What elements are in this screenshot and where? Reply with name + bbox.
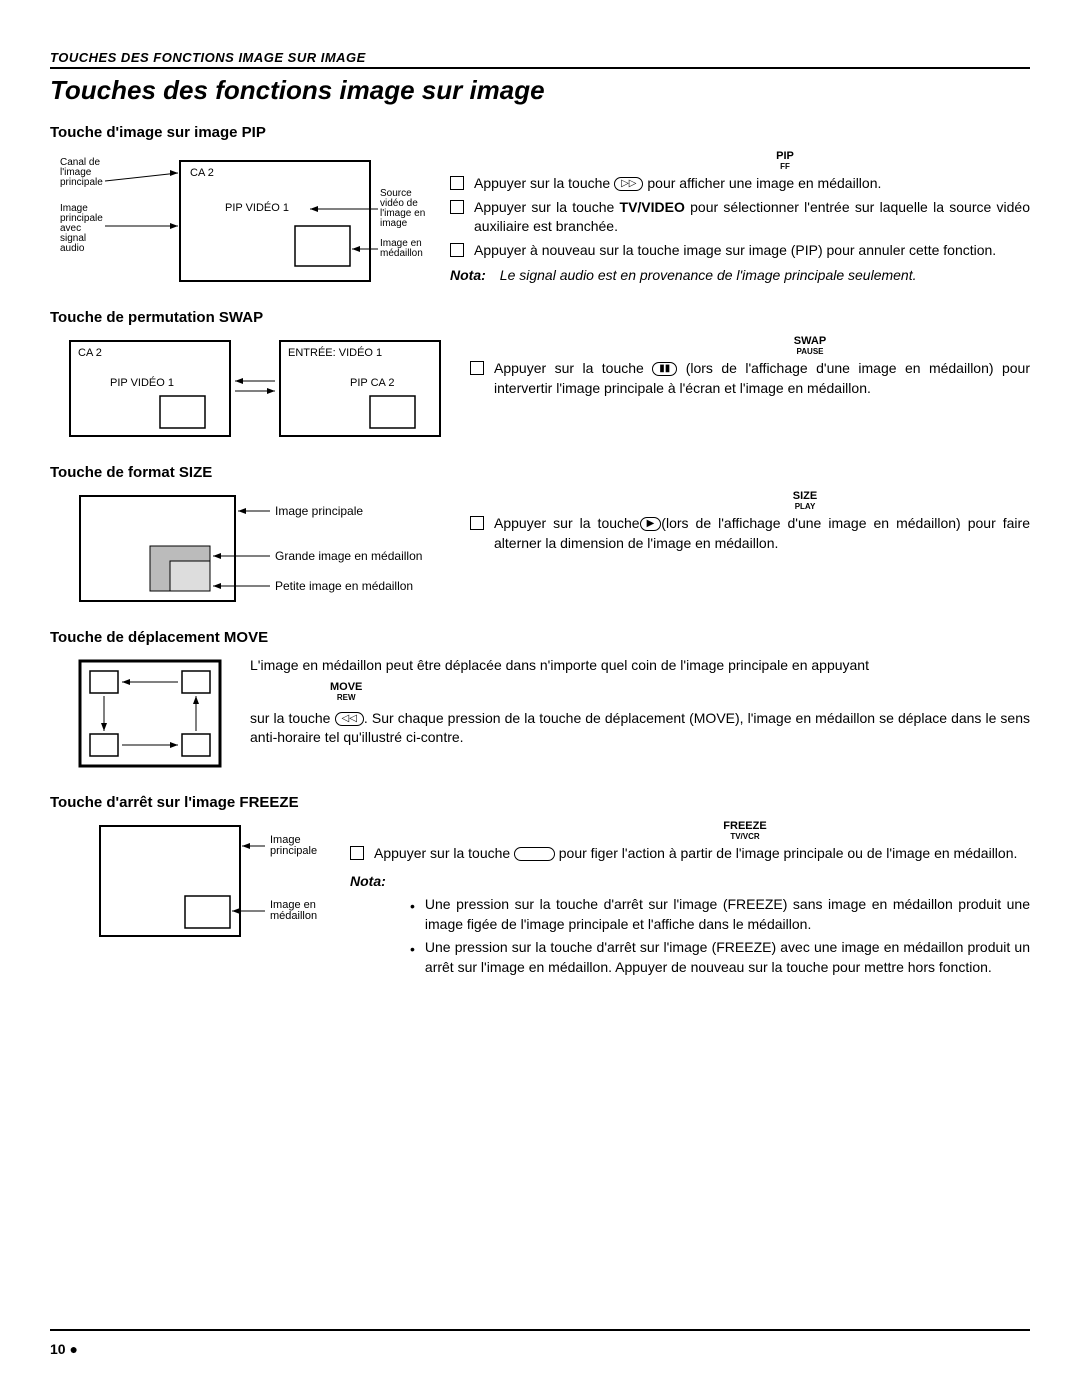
- checkbox-icon: [470, 361, 484, 375]
- rew-icon: ◁◁: [335, 712, 364, 726]
- svg-text:image: image: [380, 218, 408, 229]
- bullet-icon: •: [410, 940, 415, 977]
- pause-icon: ▮▮: [652, 362, 677, 376]
- page-number: 10 ●: [50, 1329, 1030, 1357]
- size-btn-sub: PLAY: [795, 502, 816, 511]
- page-header: TOUCHES DES FONCTIONS IMAGE SUR IMAGE: [50, 50, 1030, 69]
- svg-text:principale: principale: [270, 845, 317, 857]
- size-btn-label: SIZE: [793, 490, 817, 502]
- move-diagram: [50, 656, 230, 776]
- main-title: Touches des fonctions image sur image: [50, 75, 1030, 106]
- move-p1: L'image en médaillon peut être déplacée …: [250, 656, 1030, 676]
- pip-text-1: Appuyer sur la touche ▷▷ pour afficher u…: [474, 174, 881, 194]
- nota-label: Nota:: [450, 266, 486, 286]
- freeze-btn-sub: TV/VCR: [730, 832, 759, 841]
- pip-btn-sub: FF: [780, 162, 790, 171]
- svg-text:Image principale: Image principale: [275, 504, 363, 518]
- size-diagram: Image principale Grande image en médaill…: [50, 491, 450, 611]
- pip-heading: Touche d'image sur image PIP: [50, 124, 1030, 141]
- bullet-icon: •: [410, 897, 415, 934]
- freeze-btn-label: FREEZE: [723, 820, 766, 832]
- swap-text: Appuyer sur la touche ▮▮ (lors de l'affi…: [494, 359, 1030, 398]
- checkbox-icon: [470, 516, 484, 530]
- svg-text:médaillon: médaillon: [380, 248, 423, 259]
- size-heading: Touche de format SIZE: [50, 464, 1030, 481]
- checkbox-icon: [450, 176, 464, 190]
- play-icon: ▶: [640, 517, 662, 531]
- move-btn-sub: REW: [337, 693, 356, 702]
- swap-heading: Touche de permutation SWAP: [50, 309, 1030, 326]
- move-heading: Touche de déplacement MOVE: [50, 629, 1030, 646]
- svg-text:PIP CA 2: PIP CA 2: [350, 377, 394, 389]
- svg-text:audio: audio: [60, 243, 85, 254]
- pip-nota: Le signal audio est en provenance de l'i…: [500, 266, 917, 286]
- size-text: Appuyer sur la touche▶(lors de l'afficha…: [494, 514, 1030, 553]
- freeze-n1: Une pression sur la touche d'arrêt sur l…: [425, 895, 1030, 934]
- svg-text:Petite image en médaillon: Petite image en médaillon: [275, 579, 413, 593]
- svg-text:ENTRÉE: VIDÉO 1: ENTRÉE: VIDÉO 1: [288, 346, 382, 359]
- swap-btn-label: SWAP: [794, 335, 826, 347]
- checkbox-icon: [450, 200, 464, 214]
- freeze-diagram: Image principale Image en médaillon: [50, 821, 330, 951]
- freeze-heading: Touche d'arrêt sur l'image FREEZE: [50, 794, 1030, 811]
- swap-btn-sub: PAUSE: [797, 347, 824, 356]
- pip-text-3: Appuyer à nouveau sur la touche image su…: [474, 241, 996, 261]
- freeze-icon: [514, 847, 555, 861]
- checkbox-icon: [450, 243, 464, 257]
- checkbox-icon: [350, 846, 364, 860]
- svg-text:médaillon: médaillon: [270, 910, 317, 922]
- pip-btn-label: PIP: [776, 150, 794, 162]
- ff-icon: ▷▷: [614, 177, 643, 191]
- pip-text-2: Appuyer sur la touche TV/VIDEO pour séle…: [474, 198, 1030, 237]
- move-p2: sur la touche ◁◁. Sur chaque pression de…: [250, 709, 1030, 748]
- svg-text:Grande image en médaillon: Grande image en médaillon: [275, 549, 422, 563]
- move-btn-label: MOVE: [330, 681, 362, 693]
- pip-diagram: CA 2 PIP VIDÉO 1 Canal de l'image princi…: [50, 151, 430, 291]
- svg-text:CA 2: CA 2: [190, 167, 214, 179]
- svg-text:CA 2: CA 2: [78, 347, 102, 359]
- freeze-text: Appuyer sur la touche pour figer l'actio…: [374, 844, 1017, 864]
- svg-text:principale: principale: [60, 177, 103, 188]
- swap-diagram: CA 2 PIP VIDÉO 1 ENTRÉE: VIDÉO 1 PIP CA …: [50, 336, 450, 446]
- svg-text:PIP VIDÉO 1: PIP VIDÉO 1: [225, 201, 289, 214]
- nota-label: Nota:: [350, 872, 1030, 892]
- svg-text:PIP VIDÉO 1: PIP VIDÉO 1: [110, 376, 174, 389]
- freeze-n2: Une pression sur la touche d'arrêt sur l…: [425, 938, 1030, 977]
